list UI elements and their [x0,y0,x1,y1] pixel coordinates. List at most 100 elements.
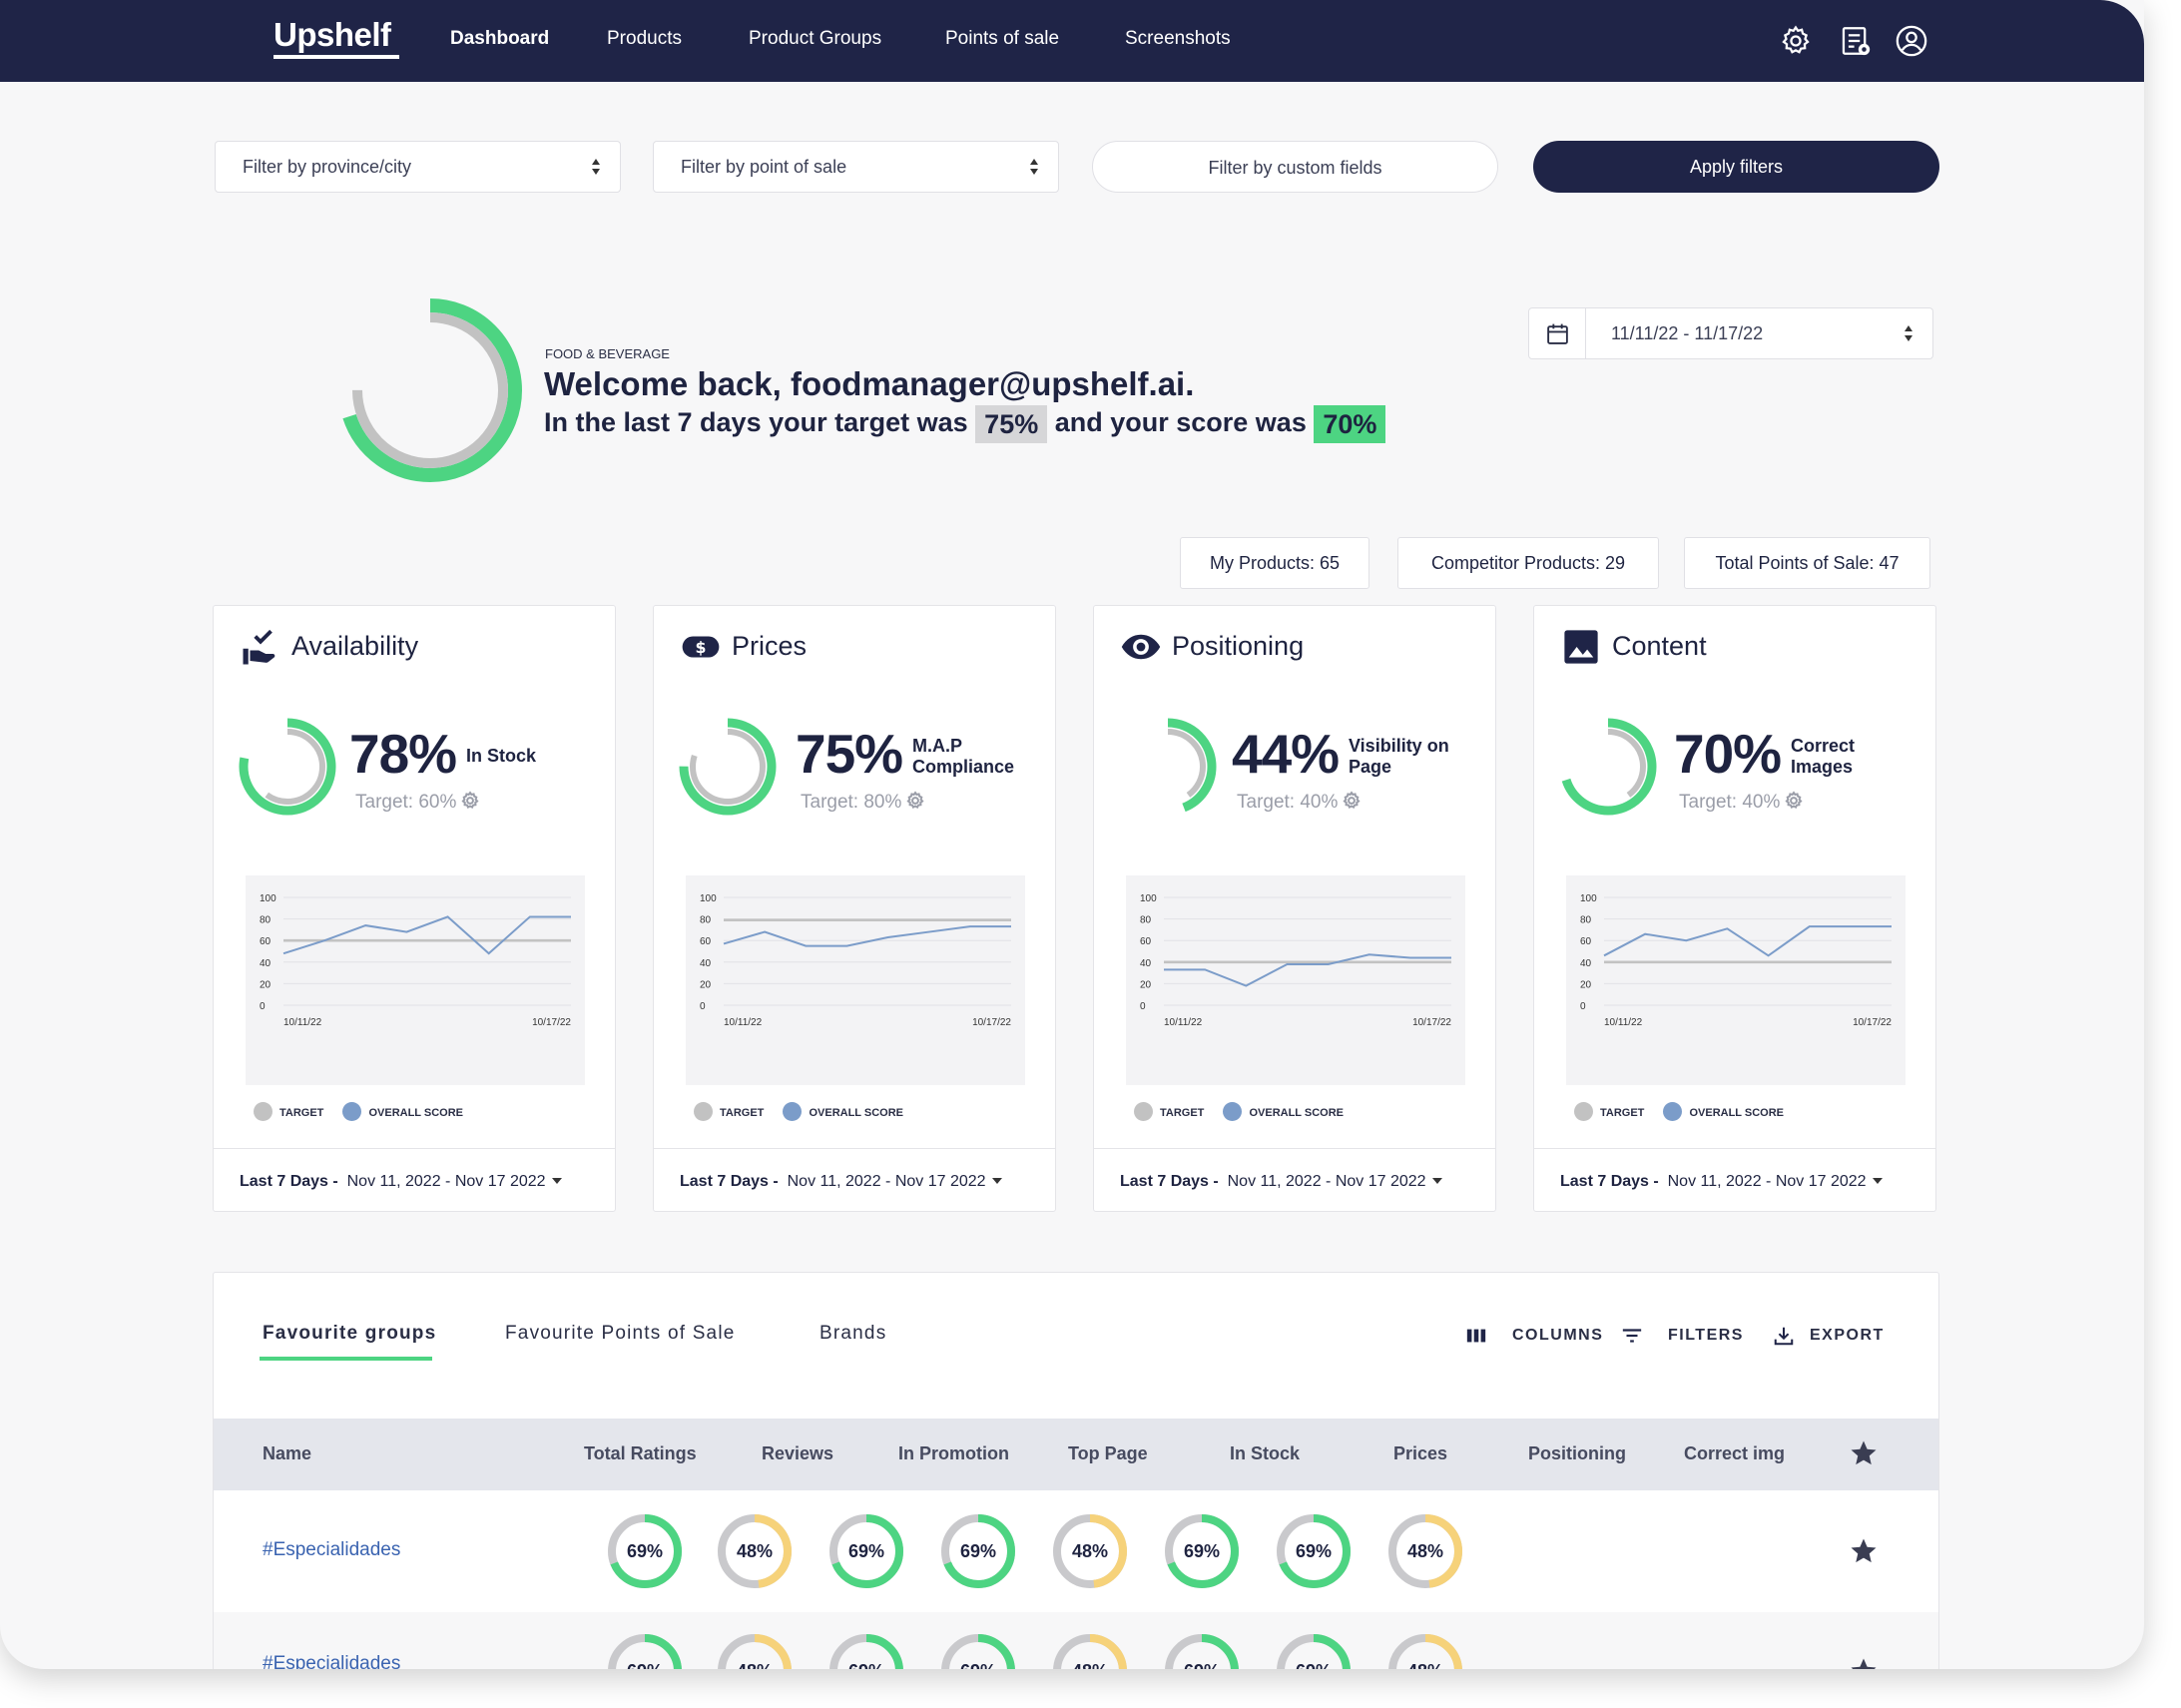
target-settings-icon[interactable] [1342,791,1362,811]
card-target: Target: 40% [1679,791,1804,814]
chart-legend: TARGET OVERALL SCORE [694,1102,903,1121]
col-top-page[interactable]: Top Page [1068,1443,1148,1463]
card-footer[interactable]: Last 7 Days - Nov 11, 2022 - Nov 17 2022 [1534,1148,1935,1211]
columns-button[interactable]: COLUMNS [1512,1327,1604,1344]
period-range-label: Nov 11, 2022 - Nov 17 2022 [1667,1173,1867,1190]
score-ring: 48% [1388,1514,1462,1588]
user-icon[interactable] [1895,24,1928,58]
top-navbar: Upshelf Dashboard Products Product Group… [0,0,2144,82]
custom-fields-filter-button[interactable]: Filter by custom fields [1092,141,1498,193]
card-footer[interactable]: Last 7 Days - Nov 11, 2022 - Nov 17 2022 [214,1148,615,1211]
star-icon[interactable] [1849,1438,1879,1468]
ring-fill [1277,1634,1351,1669]
col-prices[interactable]: Prices [1393,1443,1448,1463]
target-settings-icon[interactable] [460,791,480,811]
nav-dashboard[interactable]: Dashboard [450,28,550,49]
ring-fill [1165,1634,1239,1669]
summary-text-before: In the last 7 days your target was [544,407,968,438]
col-in-stock[interactable]: In Stock [1230,1443,1301,1463]
nav-screenshots[interactable]: Screenshots [1125,28,1231,49]
col-reviews[interactable]: Reviews [762,1443,834,1463]
ring-fill [1388,1514,1462,1588]
card-target-label: Target: 80% [801,792,902,813]
col-in-promotion[interactable]: In Promotion [898,1443,1009,1463]
ring-value: 69% [1184,1541,1220,1561]
caret-down-icon [1431,1178,1442,1184]
legend-target-label: TARGET [279,1107,324,1119]
card-footer[interactable]: Last 7 Days - Nov 11, 2022 - Nov 17 2022 [654,1148,1055,1211]
card-metric-label: M.A.P Compliance [912,736,1015,777]
hero-score-donut [338,298,522,482]
ring-value: 69% [1184,1661,1220,1669]
nav-product-groups[interactable]: Product Groups [749,28,882,49]
point-of-sale-filter-label: Filter by point of sale [681,157,847,177]
my-products-count: My Products: 65 [1180,537,1369,589]
filters-button[interactable]: FILTERS [1668,1327,1744,1344]
favourite-star-icon[interactable] [1849,1536,1879,1566]
x-tick-label: 10/17/22 [1853,1017,1892,1028]
ring-fill [1053,1514,1127,1588]
favourite-star-icon[interactable] [1849,1656,1879,1669]
card-footer[interactable]: Last 7 Days - Nov 11, 2022 - Nov 17 2022 [1094,1148,1495,1211]
y-tick-label: 20 [1580,979,1592,990]
columns-icon[interactable] [1465,1325,1487,1347]
y-tick-label: 0 [260,1001,266,1012]
point-of-sale-filter-select[interactable]: Filter by point of sale [653,141,1059,193]
card-target-label: Target: 40% [1679,792,1781,813]
province-filter-select[interactable]: Filter by province/city [215,141,621,193]
col-correct-img[interactable]: Correct img [1684,1443,1786,1463]
card-metric-label: In Stock [466,746,537,766]
y-tick-label: 40 [260,958,272,969]
y-tick-label: 60 [700,936,712,947]
card-period-selector[interactable]: Last 7 Days - Nov 11, 2022 - Nov 17 2022 [240,1173,562,1191]
nav-products[interactable]: Products [607,28,682,49]
x-tick-label: 10/17/22 [1412,1017,1451,1028]
y-tick-label: 100 [1580,893,1597,904]
welcome-heading: Welcome back, foodmanager@upshelf.ai. [544,365,1195,402]
score-series-line [1164,953,1451,987]
ring-fill [608,1514,682,1588]
card-period-selector[interactable]: Last 7 Days - Nov 11, 2022 - Nov 17 2022 [680,1173,1002,1191]
col-total-ratings[interactable]: Total Ratings [584,1443,697,1463]
legend-score-swatch [1663,1102,1683,1121]
score-ring: 48% [718,1514,792,1588]
card-period-selector[interactable]: Last 7 Days - Nov 11, 2022 - Nov 17 2022 [1560,1173,1883,1191]
date-range-value: 11/11/22 - 11/17/22 [1611,323,1764,343]
target-settings-icon[interactable] [1784,791,1804,811]
logo[interactable]: Upshelf [273,16,391,53]
chart-legend: TARGET OVERALL SCORE [1134,1102,1344,1121]
y-tick-label: 40 [1140,958,1152,969]
apply-filters-button[interactable]: Apply filters [1533,141,1939,193]
card-title: Availability [291,631,419,661]
score-series-line [1603,925,1892,957]
target-settings-icon[interactable] [905,791,925,811]
col-positioning[interactable]: Positioning [1528,1443,1626,1463]
tab-favourite-groups[interactable]: Favourite groups [263,1323,437,1344]
filter-icon[interactable] [1621,1325,1643,1347]
table-row[interactable]: #Especialidades 69% 48% 69% 69% 48% 69% 69% 48% [214,1490,1938,1612]
ring-value: 69% [960,1541,996,1561]
ring-value: 69% [848,1541,884,1561]
download-icon[interactable] [1773,1325,1795,1347]
y-tick-label: 60 [1140,936,1152,947]
ring-value: 69% [960,1661,996,1669]
gear-icon[interactable] [1779,24,1813,58]
card-period-selector[interactable]: Last 7 Days - Nov 11, 2022 - Nov 17 2022 [1120,1173,1442,1191]
export-button[interactable]: EXPORT [1810,1327,1885,1344]
report-icon[interactable] [1839,24,1873,58]
group-name-link[interactable]: #Especialidades [263,1653,401,1669]
nav-points-of-sale[interactable]: Points of sale [945,28,1060,49]
table-row[interactable]: #Especialidades 69% 48% 69% 69% 48% 69% 69% 48% [214,1612,1938,1669]
col-name[interactable]: Name [263,1443,312,1463]
tab-favourite-points-of-sale[interactable]: Favourite Points of Sale [505,1323,736,1344]
legend-target-swatch [1574,1102,1593,1121]
tab-brands[interactable]: Brands [819,1323,887,1344]
x-tick-label: 10/11/22 [283,1017,322,1028]
card-score-donut [1119,718,1217,816]
ring-value: 69% [1296,1541,1332,1561]
total-points-of-sale-count: Total Points of Sale: 47 [1684,537,1930,589]
y-tick-label: 100 [700,893,717,904]
date-range-picker[interactable]: 11/11/22 - 11/17/22 [1528,307,1933,359]
period-range-label: Nov 11, 2022 - Nov 17 2022 [1227,1173,1426,1190]
group-name-link[interactable]: #Especialidades [263,1539,401,1560]
